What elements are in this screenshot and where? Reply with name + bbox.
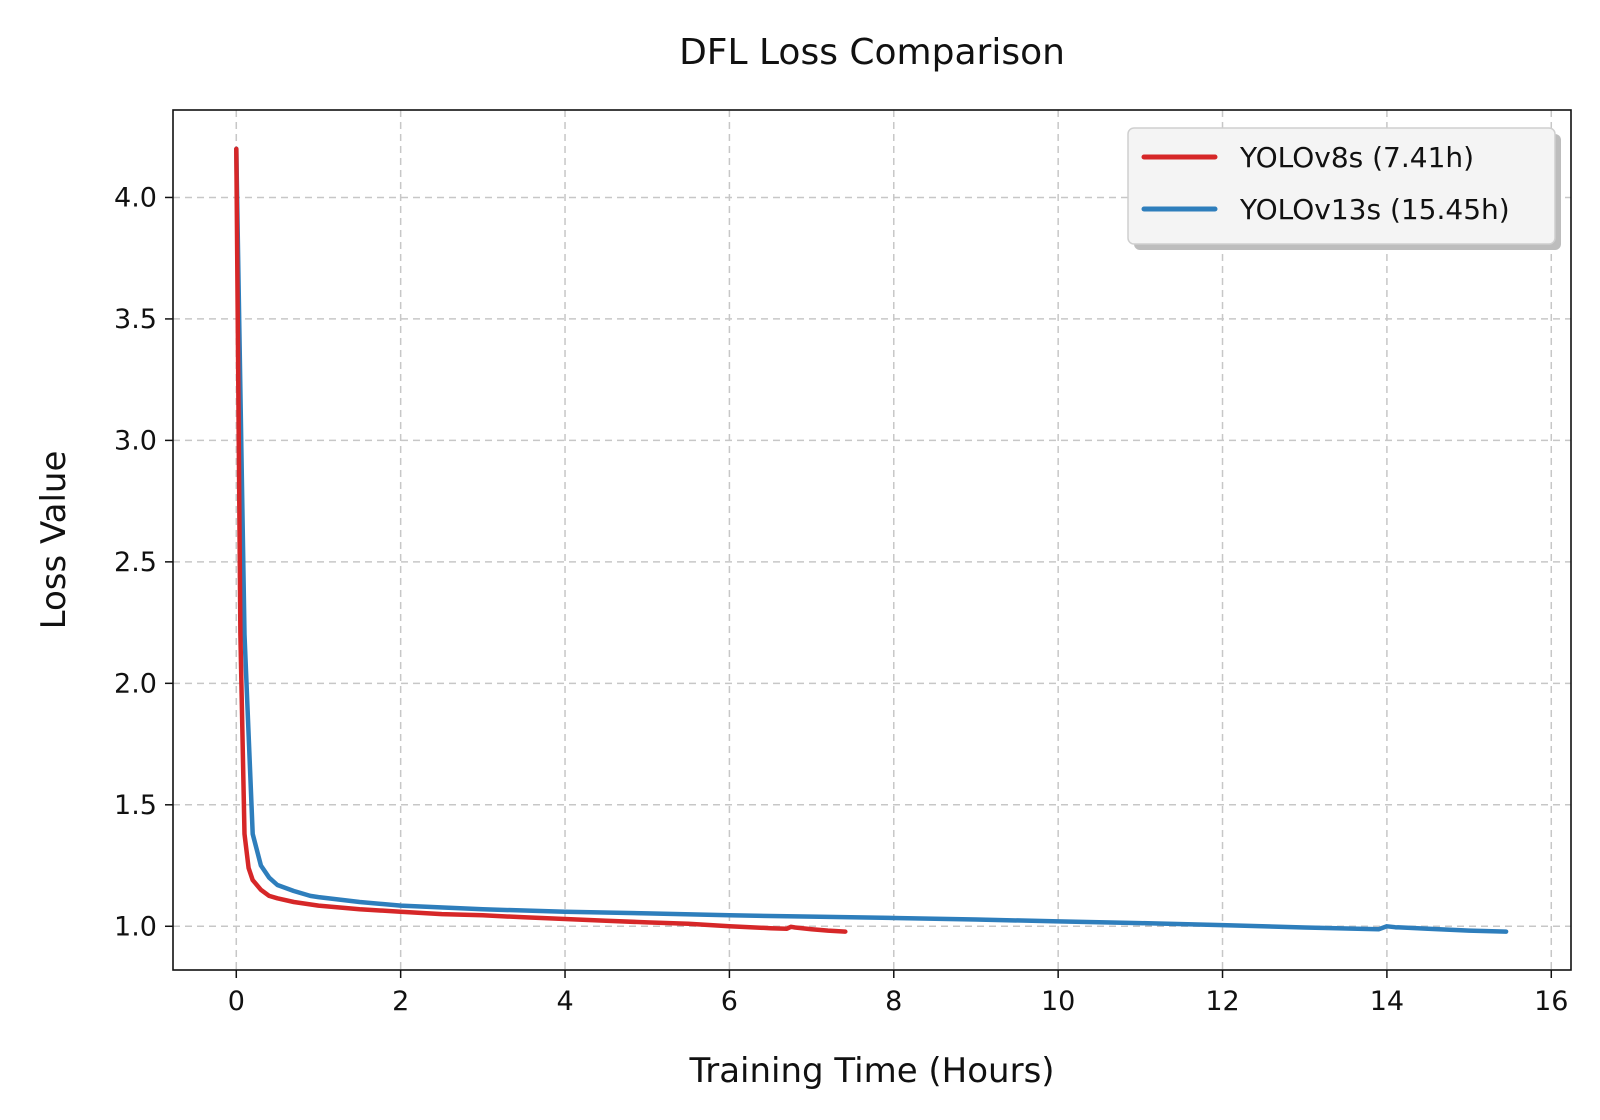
- y-tick-label: 1.5: [114, 790, 157, 821]
- x-tick-label: 8: [885, 986, 902, 1017]
- axis-ticks: 0 2 4 6 8 10 12 14 16 1.0 1.5 2.0 2.5 3.0 3.5 4.0: [114, 182, 1568, 1017]
- y-tick-label: 4.0: [114, 182, 157, 213]
- x-tick-label: 12: [1205, 986, 1239, 1017]
- y-tick-label: 2.0: [114, 668, 157, 699]
- x-tick-label: 6: [721, 986, 738, 1017]
- plot-area-frame: [172, 109, 1572, 971]
- x-tick-label: 2: [392, 986, 409, 1017]
- series-lines: [234, 146, 1509, 934]
- x-tick-label: 4: [556, 986, 573, 1017]
- x-tick-label: 0: [228, 986, 245, 1017]
- y-axis-label: Loss Value: [34, 451, 74, 630]
- legend-box: [1127, 127, 1556, 245]
- series-line-yolov8s: [234, 146, 848, 934]
- legend-label-yolov8s: YOLOv8s (7.41h): [1239, 141, 1474, 174]
- legend: YOLOv8s (7.41h) YOLOv13s (15.45h): [1127, 127, 1561, 250]
- legend-label-yolov13s: YOLOv13s (15.45h): [1239, 193, 1510, 226]
- x-axis-label: Training Time (Hours): [688, 1051, 1054, 1091]
- chart-title: DFL Loss Comparison: [679, 32, 1065, 73]
- y-tick-label: 3.5: [114, 304, 157, 335]
- y-tick-label: 1.0: [114, 911, 157, 942]
- x-tick-label: 14: [1370, 986, 1404, 1017]
- x-tick-label: 16: [1534, 986, 1568, 1017]
- y-tick-label: 2.5: [114, 547, 157, 578]
- y-tick-label: 3.0: [114, 425, 157, 456]
- x-tick-label: 10: [1041, 986, 1075, 1017]
- series-line-yolov13s: [234, 146, 1509, 934]
